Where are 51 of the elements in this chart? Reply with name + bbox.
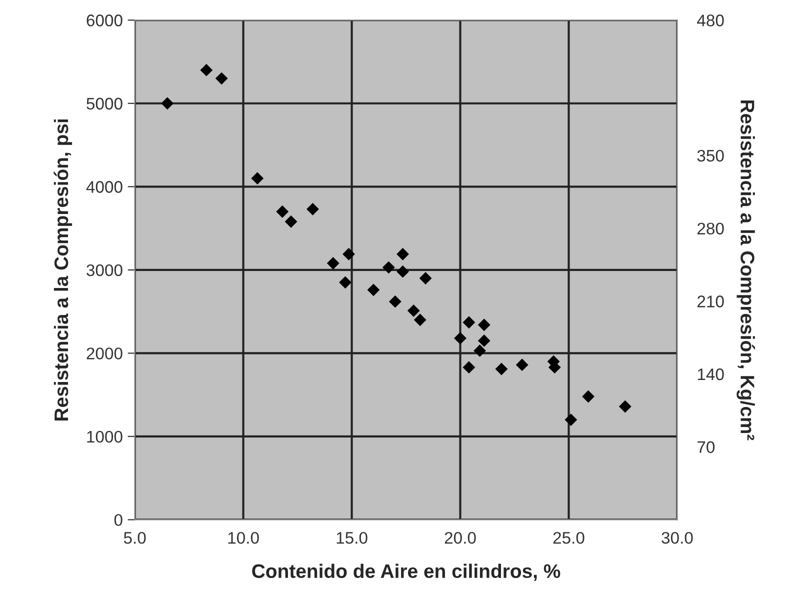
point (306, 202, 319, 216)
y-tick-label: 4000 (86, 181, 122, 193)
y-tick-label: 3000 (86, 264, 122, 276)
point (474, 344, 486, 357)
point (564, 414, 578, 426)
point (276, 205, 289, 218)
point (396, 265, 409, 278)
y-axis-title: Resistencia a la Compresión, psi (54, 119, 72, 420)
point (382, 261, 395, 274)
y-tick-label: 2000 (86, 348, 122, 360)
y2-tick-label: 280 (698, 222, 724, 234)
point (516, 358, 528, 372)
point (339, 276, 352, 289)
point (618, 400, 632, 413)
point (419, 272, 432, 284)
point (367, 284, 380, 296)
point (388, 295, 402, 308)
y2-tick-label: 210 (698, 296, 724, 308)
point (454, 332, 466, 344)
x-axis-title: Contenido de Aire en cilindros, % (252, 564, 560, 581)
point (582, 390, 594, 403)
point (478, 318, 490, 332)
point (396, 248, 409, 260)
y2-tick-label: 480 (697, 14, 724, 26)
point (462, 361, 476, 374)
x-tick-label: 15.0 (336, 532, 368, 544)
x-tick-label: 5.0 (124, 532, 146, 544)
point (495, 362, 508, 376)
x-tick-label: 25.0 (553, 532, 584, 544)
point (251, 172, 264, 185)
point (326, 257, 340, 270)
y-tick-label: 1000 (87, 430, 122, 443)
point (284, 215, 298, 228)
y2-tick-label: 70 (698, 441, 715, 454)
point (478, 334, 490, 347)
point (200, 64, 213, 76)
point (215, 72, 228, 85)
x-tick-label: 30.0 (662, 532, 693, 544)
y2-tick-label: 350 (697, 150, 724, 162)
y-tick-label: 5000 (86, 98, 122, 110)
y2-tick-label: 140 (698, 368, 724, 380)
point (342, 248, 355, 260)
y2-axis-title: Resistencia a la Compresión, Kg/cm² (736, 100, 756, 440)
point (161, 97, 174, 110)
y-tick-label: 0 (114, 514, 122, 526)
x-tick-label: 10.0 (228, 532, 259, 544)
x-tick-label: 20.0 (444, 532, 476, 544)
point (462, 316, 476, 329)
point (407, 304, 420, 317)
y-tick-label: 6000 (86, 14, 122, 26)
point (414, 314, 426, 326)
